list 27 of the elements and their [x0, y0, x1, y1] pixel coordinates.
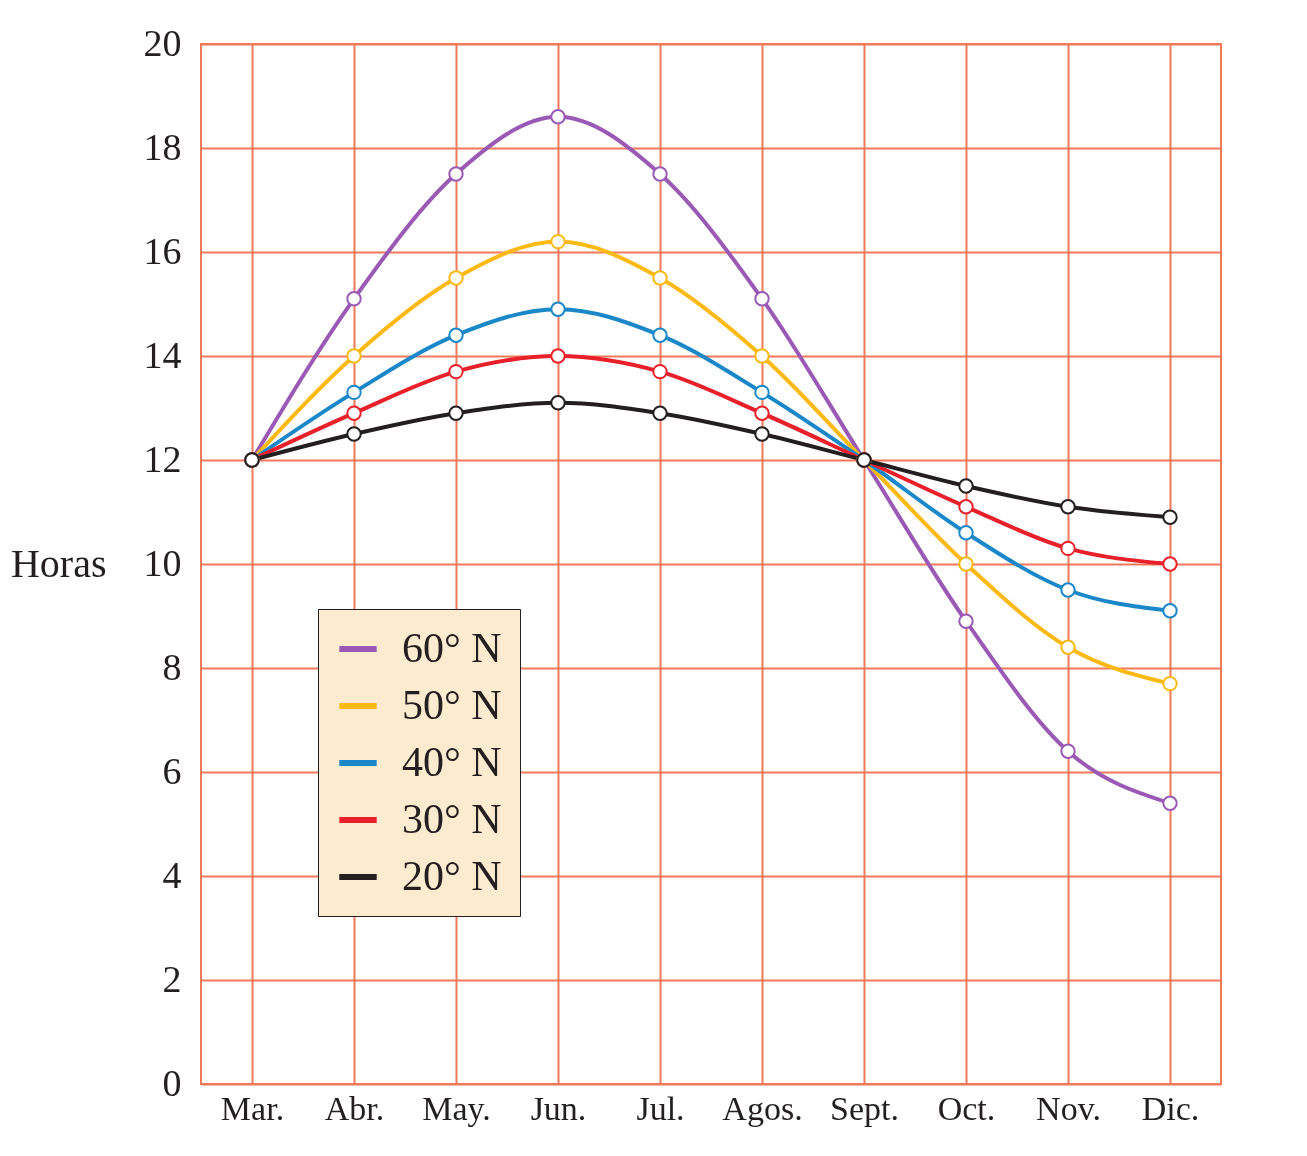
x-tick-label: Agos. [722, 1089, 803, 1127]
y-tick-label: 14 [143, 333, 182, 376]
y-tick-label: 12 [143, 437, 182, 480]
x-tick-label: Nov. [1036, 1089, 1101, 1127]
y-tick-label: 0 [162, 1061, 182, 1104]
y-tick-label: 16 [143, 229, 182, 272]
y-tick-label: 6 [162, 749, 182, 792]
y-tick-label: 18 [143, 125, 182, 168]
x-tick-label: Oct. [937, 1089, 996, 1127]
x-tick-label: Jul. [636, 1089, 685, 1127]
legend-label: 60° N [402, 625, 502, 671]
y-tick-label: 10 [143, 541, 182, 584]
legend-label: 40° N [402, 739, 502, 785]
y-tick-label: 4 [162, 853, 182, 896]
y-tick-label: 2 [162, 957, 182, 1000]
x-tick-label: Dic. [1141, 1089, 1200, 1127]
y-axis-title: Horas [10, 540, 107, 586]
legend-label: 30° N [402, 796, 502, 842]
x-tick-label: Sept. [830, 1089, 899, 1127]
legend-label: 20° N [402, 853, 502, 899]
x-tick-label: Mar. [220, 1089, 285, 1127]
y-tick-label: 8 [162, 645, 182, 688]
x-tick-label: Jun. [530, 1089, 587, 1127]
x-tick-label: Abr. [324, 1089, 385, 1127]
y-tick-label: 20 [143, 21, 182, 64]
x-tick-label: May. [422, 1089, 491, 1127]
legend-label: 50° N [402, 682, 502, 728]
